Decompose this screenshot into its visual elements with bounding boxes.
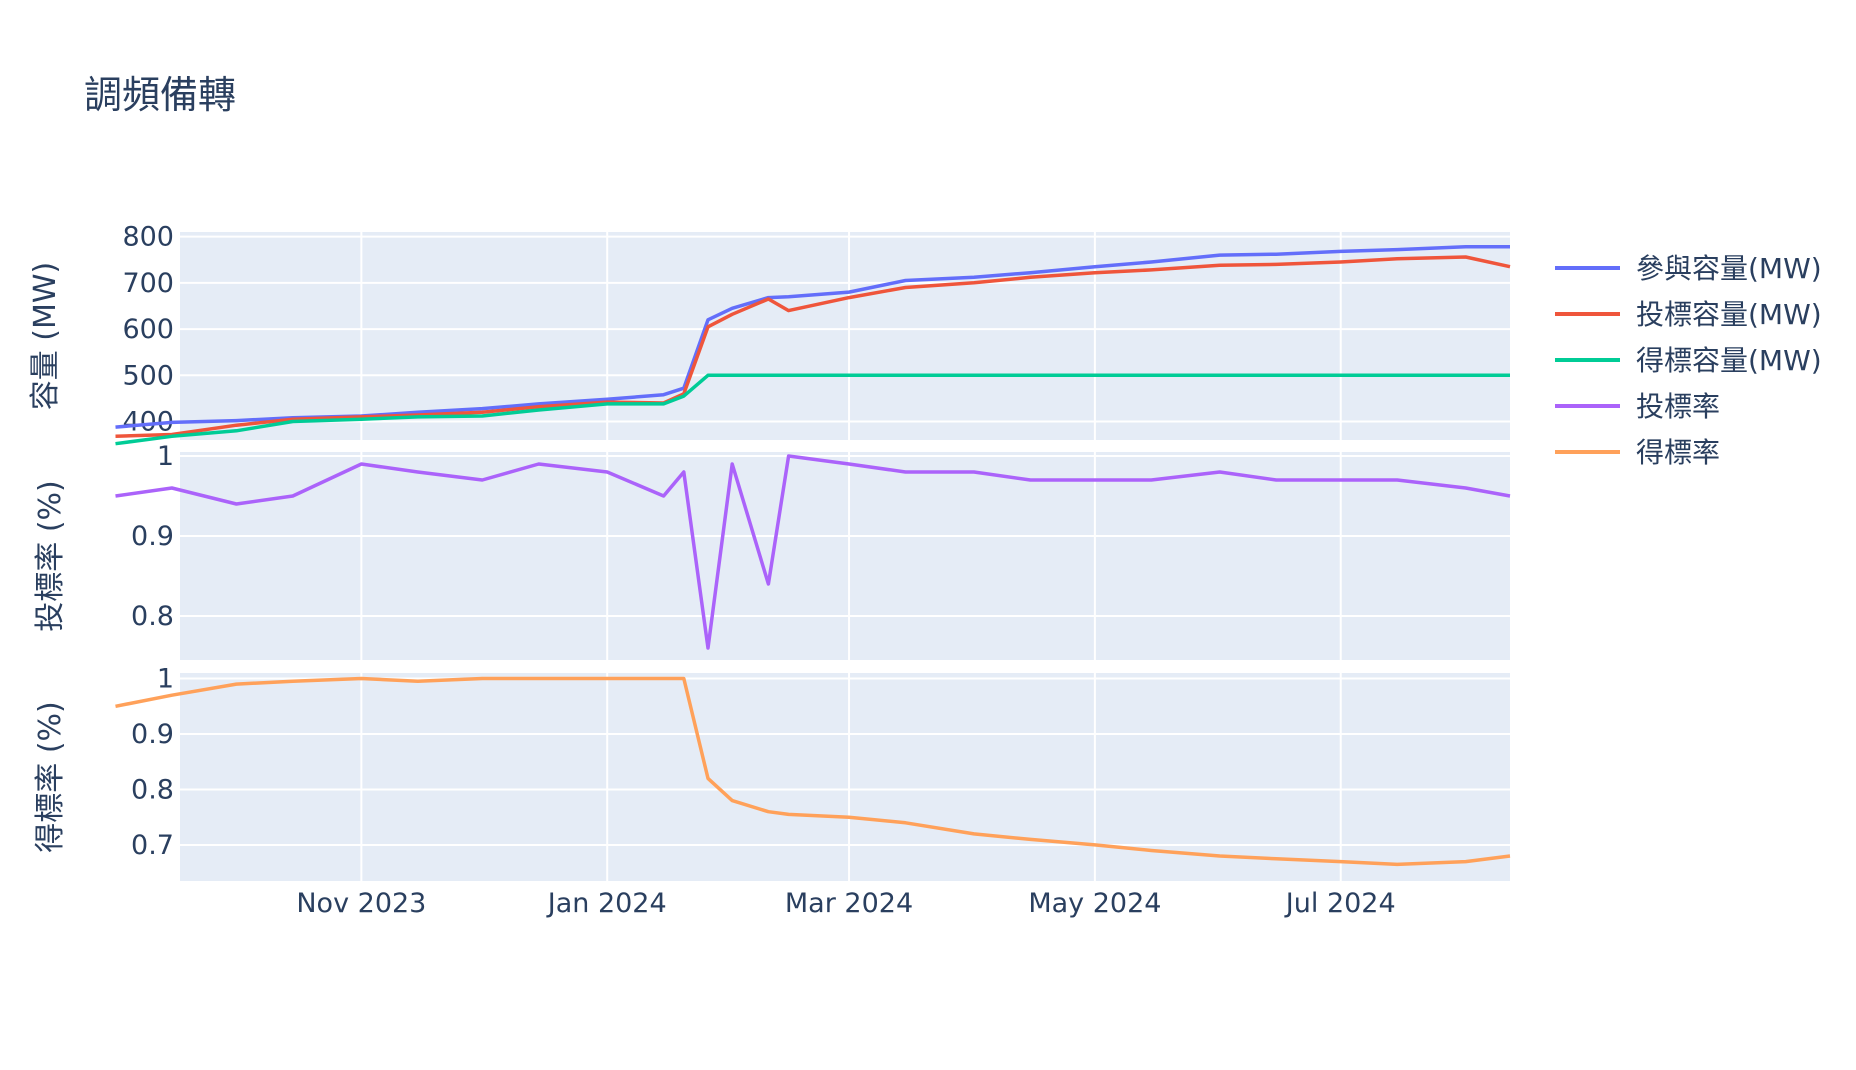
y-tick-label: 1: [157, 441, 174, 472]
y-tick-label: 600: [122, 314, 174, 345]
y-tick-label: 0.9: [131, 719, 174, 750]
plot-background: [180, 232, 1510, 440]
legend-label: 得標容量(MW): [1636, 344, 1822, 377]
y-tick-label: 0.9: [131, 521, 174, 552]
series-line: [115, 373, 1510, 446]
plot-background: [180, 452, 1510, 660]
series-line: [115, 676, 1511, 867]
legend-label: 投標率: [1636, 390, 1720, 423]
x-tick-label: May 2024: [1028, 888, 1161, 919]
y-axis-title: 投標率 (%): [33, 480, 68, 631]
x-tick-label: Jan 2024: [546, 888, 667, 919]
legend-label: 投標容量(MW): [1636, 298, 1822, 331]
series-line: [115, 255, 1511, 439]
chart-title: 調頻備轉: [84, 73, 236, 117]
y-axis-title: 容量 (MW): [28, 262, 63, 411]
y-tick-label: 1: [157, 664, 174, 695]
x-tick-label: Mar 2024: [785, 888, 913, 919]
legend-label: 參與容量(MW): [1636, 252, 1822, 285]
y-tick-label: 0.8: [131, 774, 174, 805]
y-tick-label: 0.7: [131, 830, 174, 861]
legend-label: 得標率: [1636, 436, 1720, 469]
x-tick-label: Jul 2024: [1284, 888, 1396, 919]
plot-background: [180, 673, 1510, 881]
y-axis-title: 得標率 (%): [33, 701, 68, 852]
x-tick-label: Nov 2023: [296, 888, 426, 919]
y-tick-label: 700: [122, 268, 174, 299]
y-tick-label: 500: [122, 360, 174, 391]
y-tick-label: 0.8: [131, 601, 174, 632]
y-tick-label: 800: [122, 222, 174, 253]
series-line: [115, 454, 1511, 650]
